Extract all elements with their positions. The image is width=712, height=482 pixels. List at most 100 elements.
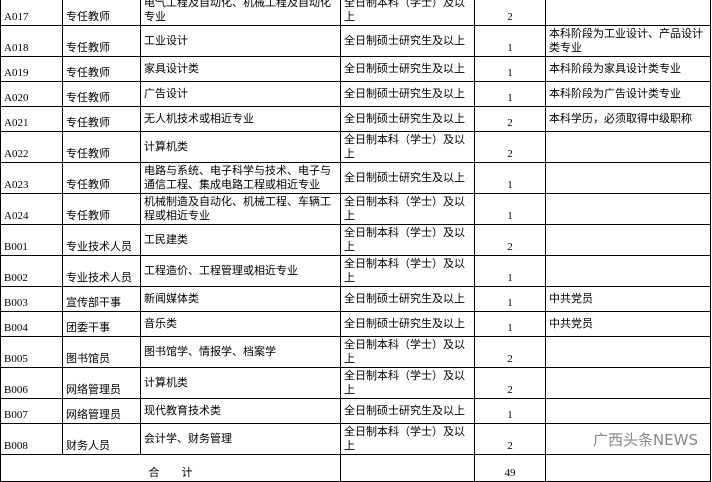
position-code: A017 [0,0,63,26]
requirement [545,255,711,287]
education: 全日制硕士研究生及以上 [340,286,475,312]
position-name: 专任教师 [62,162,141,194]
education: 全日制本科（学士）及以上 [340,423,475,455]
total-count: 49 [474,454,546,482]
requirement [545,0,711,26]
total-label: 合 计 [0,454,341,482]
education: 全日制本科（学士）及以上 [340,224,475,256]
major: 工民建类 [140,224,341,256]
headcount: 2 [474,367,546,399]
headcount: 2 [474,131,546,163]
requirement: 中共党员 [545,311,711,337]
headcount: 1 [474,286,546,312]
position-code: A023 [0,162,63,194]
table-row: B003 宣传部干事 新闻媒体类 全日制硕士研究生及以上 1 中共党员 [0,286,711,312]
table-row: A018 专任教师 工业设计 全日制硕士研究生及以上 1 本科阶段为工业设计、产品设计类专… [0,25,711,57]
position-code: B004 [0,311,63,337]
requirement [545,398,711,424]
table-row: B005 图书馆员 图书馆学、情报学、档案学 全日制本科（学士）及以上 2 [0,336,711,368]
table-row: B001 专业技术人员 工民建类 全日制本科（学士）及以上 2 [0,224,711,256]
major: 现代教育技术类 [140,398,341,424]
table-row: B008 财务人员 会计学、财务管理 全日制本科（学士）及以上 2 [0,423,711,455]
position-code: B006 [0,367,63,399]
major: 电气工程及自动化、机械工程及自动化专业 [140,0,341,26]
requirement [545,224,711,256]
position-name: 专任教师 [62,193,141,225]
requirement: 本科阶段为家具设计类专业 [545,56,711,82]
headcount: 2 [474,423,546,455]
position-name: 网络管理员 [62,367,141,399]
education: 全日制硕士研究生及以上 [340,311,475,337]
education: 全日制本科（学士）及以上 [340,131,475,163]
major: 图书馆学、情报学、档案学 [140,336,341,368]
headcount: 2 [474,0,546,26]
table-row: A021 专任教师 无人机技术或相近专业 全日制硕士研究生及以上 2 本科学历，必须取得中… [0,106,711,132]
table-row: A024 专任教师 机械制造及自动化、机械工程、车辆工程或相近专业 全日制本科（学士）… [0,193,711,225]
position-code: A022 [0,131,63,163]
education: 全日制本科（学士）及以上 [340,193,475,225]
position-name: 专任教师 [62,81,141,107]
total-blank [340,454,475,482]
table-row: A017 专任教师 电气工程及自动化、机械工程及自动化专业 全日制本科（学士）及以上 2 [0,0,711,26]
table-row: A019 专任教师 家具设计类 全日制硕士研究生及以上 1 本科阶段为家具设计类专业 [0,56,711,82]
major: 机械制造及自动化、机械工程、车辆工程或相近专业 [140,193,341,225]
position-name: 专任教师 [62,131,141,163]
headcount: 1 [474,81,546,107]
table-row: A020 专任教师 广告设计 全日制硕士研究生及以上 1 本科阶段为广告设计类专业 [0,81,711,107]
education: 全日制硕士研究生及以上 [340,106,475,132]
requirement: 本科阶段为广告设计类专业 [545,81,711,107]
requirement: 本科学历，必须取得中级职称 [545,106,711,132]
table-row: A023 专任教师 电路与系统、电子科学与技术、电子与通信工程、集成电路工程或相近专… [0,162,711,194]
major: 无人机技术或相近专业 [140,106,341,132]
education: 全日制硕士研究生及以上 [340,25,475,57]
position-name: 网络管理员 [62,398,141,424]
headcount: 2 [474,336,546,368]
major: 工程造价、工程管理或相近专业 [140,255,341,287]
major: 新闻媒体类 [140,286,341,312]
headcount: 1 [474,311,546,337]
requirement: 本科阶段为工业设计、产品设计类专业 [545,25,711,57]
requirement [545,193,711,225]
major: 音乐类 [140,311,341,337]
major: 电路与系统、电子科学与技术、电子与通信工程、集成电路工程或相近专业 [140,162,341,194]
education: 全日制硕士研究生及以上 [340,81,475,107]
position-code: A024 [0,193,63,225]
requirement [545,367,711,399]
table-row: B007 网络管理员 现代教育技术类 全日制硕士研究生及以上 1 [0,398,711,424]
requirement [545,162,711,194]
position-name: 专任教师 [62,56,141,82]
position-name: 专业技术人员 [62,224,141,256]
total-row: 合 计 49 [0,454,711,482]
position-code: A019 [0,56,63,82]
headcount: 2 [474,106,546,132]
position-name: 财务人员 [62,423,141,455]
position-name: 专业技术人员 [62,255,141,287]
position-code: A020 [0,81,63,107]
major: 计算机类 [140,131,341,163]
table-row: B002 专业技术人员 工程造价、工程管理或相近专业 全日制本科（学士）及以上 1 [0,255,711,287]
headcount: 1 [474,25,546,57]
requirement: 中共党员 [545,286,711,312]
position-name: 专任教师 [62,25,141,57]
position-name: 宣传部干事 [62,286,141,312]
watermark: 广西头条NEWS [592,431,698,449]
education: 全日制本科（学士）及以上 [340,367,475,399]
requirement [545,423,711,455]
education: 全日制硕士研究生及以上 [340,56,475,82]
requirement [545,336,711,368]
requirement [545,131,711,163]
headcount: 1 [474,255,546,287]
position-code: A021 [0,106,63,132]
position-code: B002 [0,255,63,287]
total-blank [545,454,711,482]
position-code: B007 [0,398,63,424]
table-row: A022 专任教师 计算机类 全日制本科（学士）及以上 2 [0,131,711,163]
position-name: 专任教师 [62,0,141,26]
headcount: 1 [474,193,546,225]
table-row: B006 网络管理员 计算机类 全日制本科（学士）及以上 2 [0,367,711,399]
major: 广告设计 [140,81,341,107]
position-code: B008 [0,423,63,455]
position-name: 团委干事 [62,311,141,337]
